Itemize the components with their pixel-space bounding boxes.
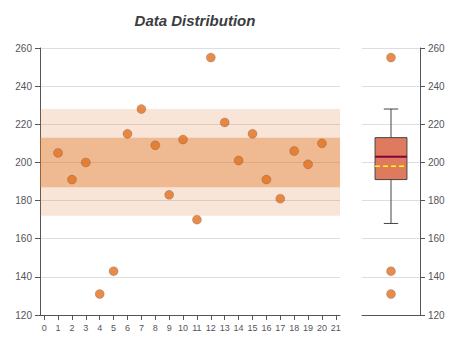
svg-text:14: 14 [234, 323, 244, 333]
svg-text:160: 160 [15, 233, 32, 244]
svg-text:8: 8 [153, 323, 158, 333]
svg-text:12: 12 [206, 323, 216, 333]
svg-text:4: 4 [97, 323, 102, 333]
svg-text:140: 140 [428, 271, 445, 282]
svg-text:9: 9 [167, 323, 172, 333]
svg-text:200: 200 [428, 157, 445, 168]
svg-text:21: 21 [331, 323, 341, 333]
svg-text:Data Distribution: Data Distribution [135, 12, 256, 29]
svg-text:11: 11 [192, 323, 201, 333]
svg-text:6: 6 [125, 323, 130, 333]
svg-text:10: 10 [178, 323, 188, 333]
svg-text:13: 13 [220, 323, 230, 333]
svg-text:1: 1 [56, 323, 61, 333]
svg-text:200: 200 [15, 157, 32, 168]
svg-text:220: 220 [428, 119, 445, 130]
svg-text:18: 18 [289, 323, 299, 333]
svg-text:120: 120 [15, 310, 32, 321]
svg-text:2: 2 [69, 323, 74, 333]
svg-text:15: 15 [247, 323, 257, 333]
svg-text:140: 140 [15, 271, 32, 282]
svg-text:7: 7 [139, 323, 144, 333]
svg-text:180: 180 [428, 195, 445, 206]
svg-text:16: 16 [261, 323, 271, 333]
svg-text:0: 0 [42, 323, 47, 333]
svg-text:260: 260 [15, 43, 32, 54]
svg-text:180: 180 [15, 195, 32, 206]
svg-text:240: 240 [428, 81, 445, 92]
svg-text:260: 260 [428, 43, 445, 54]
svg-text:17: 17 [275, 323, 285, 333]
svg-text:220: 220 [15, 119, 32, 130]
svg-text:120: 120 [428, 310, 445, 321]
svg-text:5: 5 [111, 323, 116, 333]
svg-text:19: 19 [303, 323, 313, 333]
svg-text:240: 240 [15, 81, 32, 92]
svg-text:3: 3 [83, 323, 88, 333]
svg-text:160: 160 [428, 233, 445, 244]
svg-text:20: 20 [317, 323, 327, 333]
